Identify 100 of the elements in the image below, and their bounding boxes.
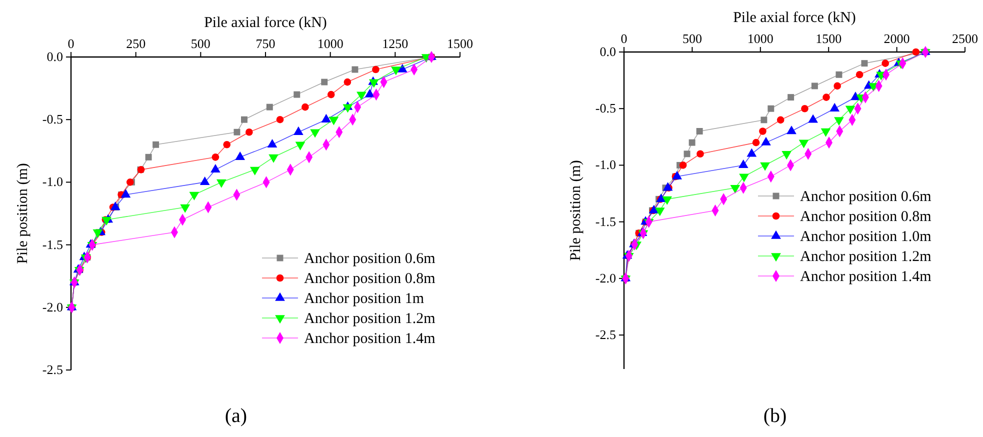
- point: [656, 193, 666, 202]
- point: [822, 94, 830, 101]
- point: [856, 70, 864, 78]
- point: [820, 128, 831, 137]
- point: [786, 126, 796, 134]
- point: [302, 103, 309, 111]
- y-tick-label: -1.5: [595, 214, 616, 229]
- y-tick-label: -2.5: [42, 362, 63, 377]
- y-tick-label: 0.0: [46, 49, 63, 64]
- point: [391, 66, 401, 76]
- point: [672, 170, 682, 180]
- point: [696, 150, 704, 158]
- point: [836, 71, 842, 78]
- point: [356, 92, 366, 100]
- y-axis-title: Pile position (m): [15, 163, 31, 264]
- x-tick-label: 1250: [382, 36, 408, 51]
- point: [688, 139, 696, 146]
- legend-label: Anchor position 1m: [304, 291, 424, 307]
- point: [834, 82, 841, 90]
- y-tick-label: -2.0: [595, 270, 616, 286]
- point: [189, 192, 200, 200]
- x-axis-title: Pile axial force (kN): [204, 15, 327, 31]
- x-tick-label: 0: [68, 36, 74, 51]
- point: [738, 160, 748, 168]
- point: [845, 106, 856, 114]
- legend-label: Anchor position 1.4m: [304, 331, 436, 347]
- legend-label: Anchor position 0.6m: [304, 251, 436, 267]
- x-tick-label: 1000: [317, 36, 344, 51]
- point: [788, 94, 794, 101]
- point: [759, 128, 766, 135]
- point: [250, 166, 260, 176]
- point: [882, 60, 889, 67]
- point: [145, 154, 152, 160]
- y-tick-label: -0.5: [595, 100, 616, 116]
- y-tick-label: -1.0: [42, 174, 63, 190]
- point: [912, 48, 920, 56]
- legend-label: Anchor position 0.8m: [304, 271, 436, 287]
- point: [246, 128, 253, 136]
- legend-label: Anchor position 0.6m: [800, 189, 932, 205]
- y-tick-label: -2.5: [595, 327, 616, 342]
- point: [268, 154, 278, 163]
- x-tick-label: 2500: [952, 31, 978, 46]
- point: [679, 162, 687, 169]
- point: [200, 176, 210, 186]
- point: [321, 78, 328, 86]
- point: [120, 189, 131, 198]
- y-tick-label: -1.0: [595, 157, 616, 172]
- point: [266, 104, 273, 110]
- point: [372, 66, 380, 74]
- point: [240, 116, 248, 123]
- x-tick-label: 1500: [816, 31, 842, 46]
- point: [760, 116, 768, 124]
- point: [223, 140, 231, 148]
- x-tick-label: 500: [190, 36, 210, 51]
- point: [811, 82, 818, 90]
- point: [234, 128, 240, 136]
- y-tick-label: 0.0: [600, 44, 616, 59]
- x-tick-label: 500: [682, 31, 702, 46]
- x-axis-title: Pile axial force (kN): [733, 10, 856, 26]
- point: [110, 202, 120, 210]
- point: [768, 105, 774, 112]
- y-tick-label: -0.5: [42, 112, 63, 127]
- point: [294, 91, 300, 98]
- point: [861, 60, 868, 67]
- point: [295, 142, 306, 150]
- point: [92, 229, 103, 238]
- point: [760, 162, 770, 171]
- legend-label: Anchor position 1.2m: [304, 311, 436, 327]
- y-axis-title: Pile position (m): [568, 160, 584, 261]
- legend-label: Anchor position 0.8m: [800, 209, 932, 225]
- point: [276, 116, 284, 124]
- text: (b): [763, 405, 787, 427]
- x-tick-label: 1500: [447, 36, 473, 51]
- x-tick-label: 0: [620, 31, 628, 46]
- point: [368, 79, 379, 88]
- point: [662, 182, 673, 191]
- legend-label: Anchor position 1.0m: [800, 229, 932, 245]
- x-tick-label: 750: [256, 36, 276, 51]
- legend-label: Anchor position 1.2m: [800, 249, 932, 265]
- point: [798, 140, 809, 148]
- point: [684, 150, 690, 158]
- point: [746, 148, 757, 157]
- point: [752, 138, 760, 146]
- point: [808, 114, 818, 123]
- x-tick-label: 250: [126, 36, 146, 51]
- point: [344, 78, 352, 86]
- point: [696, 128, 703, 134]
- point: [352, 66, 358, 73]
- point: [776, 116, 784, 124]
- y-tick-label: -2.0: [42, 299, 63, 314]
- text: (a): [224, 405, 248, 427]
- x-tick-label: 1000: [747, 31, 774, 46]
- point: [212, 154, 220, 161]
- point: [310, 129, 320, 138]
- y-tick-label: -1.5: [42, 236, 63, 252]
- point: [152, 141, 160, 148]
- point: [327, 90, 335, 98]
- x-tick-label: 2000: [884, 31, 910, 46]
- point: [328, 116, 339, 126]
- point: [342, 104, 353, 113]
